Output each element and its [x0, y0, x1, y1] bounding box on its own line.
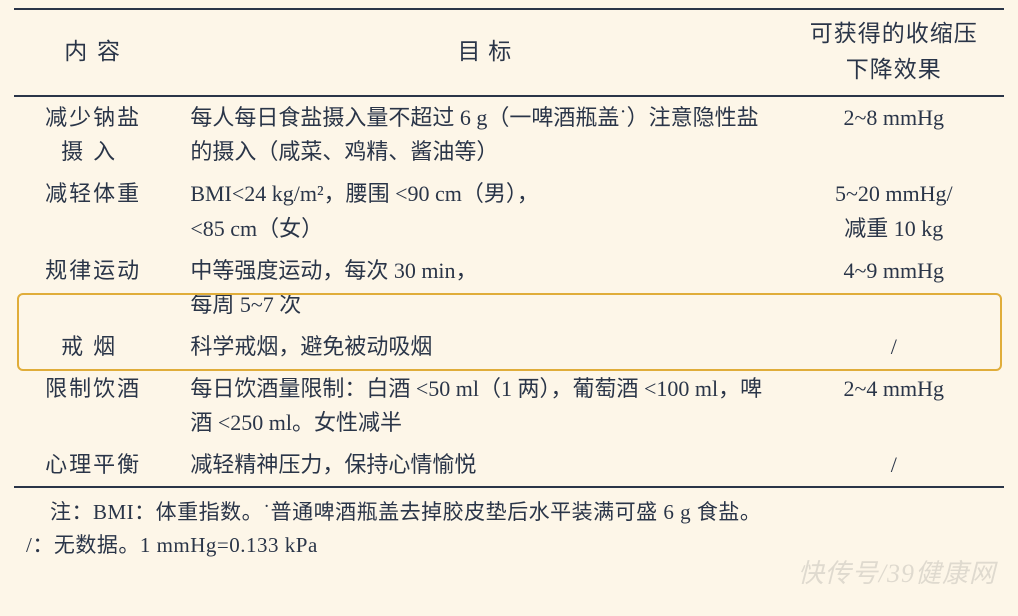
row-effect: /: [784, 326, 1004, 368]
row-effect: 2~8 mmHg: [784, 96, 1004, 173]
row-category: 心理平衡: [14, 444, 172, 486]
row-effect: 2~4 mmHg: [784, 368, 1004, 444]
row-target: 科学戒烟，避免被动吸烟: [172, 326, 783, 368]
row-effect: 5~20 mmHg/ 减重 10 kg: [784, 173, 1004, 249]
table-bottom-rule: [14, 486, 1004, 487]
header-target: 目 标: [172, 9, 783, 95]
table-row: 心理平衡 减轻精神压力，保持心情愉悦 /: [14, 444, 1004, 486]
row-target: 中等强度运动，每次 30 min， 每周 5~7 次: [172, 250, 783, 326]
table-row: 戒烟 科学戒烟，避免被动吸烟 /: [14, 326, 1004, 368]
row-target: BMI<24 kg/m²，腰围 <90 cm（男）， <85 cm（女）: [172, 173, 783, 249]
table-row: 规律运动 中等强度运动，每次 30 min， 每周 5~7 次 4~9 mmHg: [14, 250, 1004, 326]
header-category: 内 容: [14, 9, 172, 95]
row-category: 戒烟: [14, 326, 172, 368]
table-row: 减轻体重 BMI<24 kg/m²，腰围 <90 cm（男）， <85 cm（女…: [14, 173, 1004, 249]
row-category: 减少钠盐 摄入: [14, 96, 172, 173]
row-category: 规律运动: [14, 250, 172, 326]
table-row: 减少钠盐 摄入 每人每日食盐摄入量不超过 6 g（一啤酒瓶盖˙）注意隐性盐的摄入…: [14, 96, 1004, 173]
row-target: 每日饮酒量限制：白酒 <50 ml（1 两），葡萄酒 <100 ml，啤酒 <2…: [172, 368, 783, 444]
header-effect: 可获得的收缩压 下降效果: [784, 9, 1004, 95]
footnote-line: /：无数据。1 mmHg=0.133 kPa: [14, 529, 994, 562]
table-container: 内 容 目 标 可获得的收缩压 下降效果 减少钠盐 摄入 每人每日食盐摄入量不超…: [14, 8, 1004, 488]
table-row: 限制饮酒 每日饮酒量限制：白酒 <50 ml（1 两），葡萄酒 <100 ml，…: [14, 368, 1004, 444]
footnote-line: 注：BMI：体重指数。˙普通啤酒瓶盖去掉胶皮垫后水平装满可盛 6 g 食盐。: [50, 496, 994, 529]
row-category: 减轻体重: [14, 173, 172, 249]
row-target: 减轻精神压力，保持心情愉悦: [172, 444, 783, 486]
row-category: 限制饮酒: [14, 368, 172, 444]
row-effect: 4~9 mmHg: [784, 250, 1004, 326]
footnote: 注：BMI：体重指数。˙普通啤酒瓶盖去掉胶皮垫后水平装满可盛 6 g 食盐。 /…: [14, 488, 1004, 561]
table-header-row: 内 容 目 标 可获得的收缩压 下降效果: [14, 9, 1004, 95]
row-effect: /: [784, 444, 1004, 486]
bp-lifestyle-table: 内 容 目 标 可获得的收缩压 下降效果 减少钠盐 摄入 每人每日食盐摄入量不超…: [14, 8, 1004, 488]
row-target: 每人每日食盐摄入量不超过 6 g（一啤酒瓶盖˙）注意隐性盐的摄入（咸菜、鸡精、酱…: [172, 96, 783, 173]
